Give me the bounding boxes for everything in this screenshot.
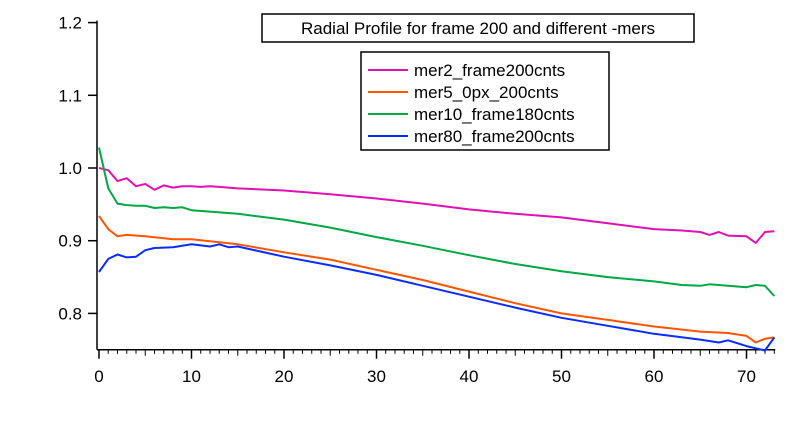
series-line-mer80_frame200cnts: [98, 243, 776, 352]
y-tick-label: 0.8: [58, 304, 82, 323]
y-tick-label: 1.1: [58, 86, 82, 105]
legend-label: mer80_frame200cnts: [414, 127, 575, 146]
chart-title-box: Radial Profile for frame 200 and differe…: [261, 13, 695, 43]
x-tick-label: 50: [552, 367, 571, 386]
x-tick-label: 60: [645, 367, 664, 386]
x-tick-label: 30: [367, 367, 386, 386]
chart-title: Radial Profile for frame 200 and differe…: [301, 19, 655, 38]
legend-label: mer10_frame180cnts: [414, 105, 575, 124]
axes: 0.8 0.9 1.0 1.1 1.2 0 10 20 30 40 50 60 70: [58, 14, 776, 386]
legend-label: mer2_frame200cnts: [414, 61, 565, 80]
y-tick-label: 0.9: [58, 232, 82, 251]
x-tick-label: 40: [460, 367, 479, 386]
x-tick-label: 20: [275, 367, 294, 386]
series-line-mer5_0px_200cnts: [98, 215, 775, 344]
y-tick-label: 1.0: [58, 159, 82, 178]
legend-label: mer5_0px_200cnts: [414, 83, 559, 102]
legend: mer2_frame200cnts mer5_0px_200cnts mer10_f…: [360, 51, 610, 151]
series-line-mer2_frame200cnts: [98, 167, 775, 244]
x-tick-label: 10: [182, 367, 201, 386]
x-tick-label: 0: [94, 367, 103, 386]
series-lines: [98, 147, 776, 352]
x-tick-label: 70: [737, 367, 756, 386]
y-tick-label: 1.2: [58, 14, 82, 33]
series-line-mer10_frame180cnts: [98, 147, 776, 297]
